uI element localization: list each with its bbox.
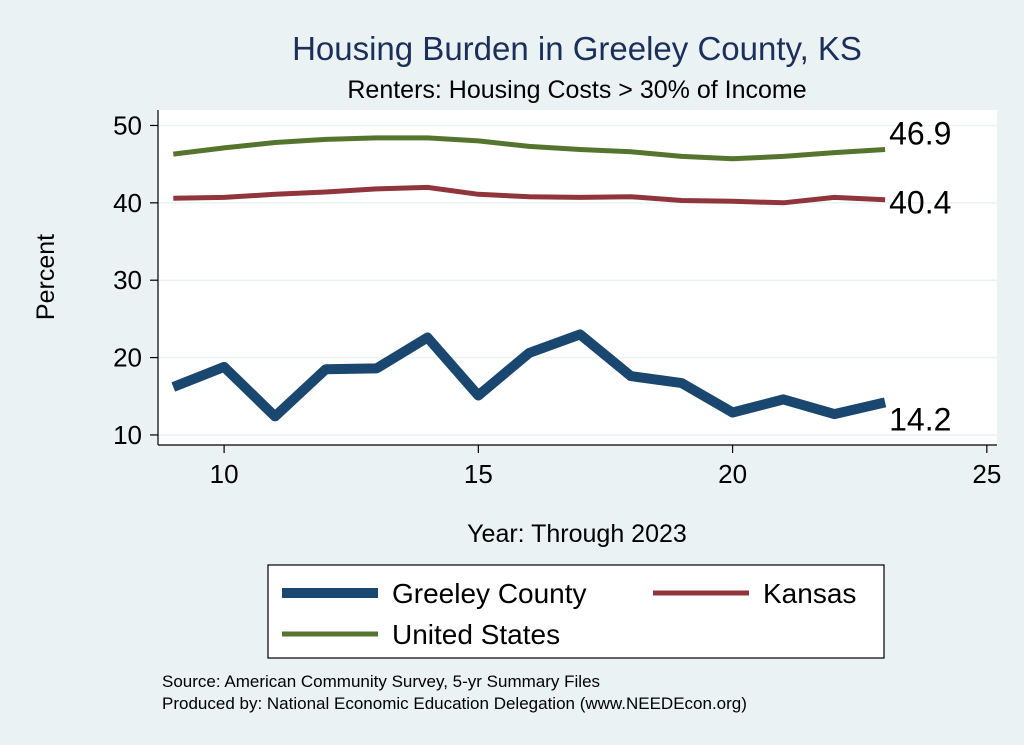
y-tick-label: 50: [113, 110, 142, 140]
end-value-label: 40.4: [889, 185, 951, 221]
produced-note: Produced by: National Economic Education…: [162, 694, 747, 713]
y-tick-label: 40: [113, 188, 142, 218]
end-labels: 14.2 40.4 46.9: [889, 115, 951, 437]
end-value-label: 14.2: [889, 401, 951, 437]
legend-label: Kansas: [763, 578, 856, 609]
source-note: Source: American Community Survey, 5-yr …: [162, 672, 600, 691]
y-tick-label: 20: [113, 343, 142, 373]
y-tick-label: 30: [113, 265, 142, 295]
x-tick-label: 20: [718, 459, 747, 489]
legend-label: Greeley County: [392, 578, 587, 609]
y-axis-title: Percent: [32, 234, 60, 320]
x-tick-label: 15: [464, 459, 493, 489]
legend: Greeley County Kansas United States: [267, 564, 885, 659]
x-tick-label: 10: [210, 459, 239, 489]
chart-title: Housing Burden in Greeley County, KS: [292, 30, 862, 67]
chart-subtitle: Renters: Housing Costs > 30% of Income: [347, 76, 806, 104]
x-tick-label: 25: [972, 459, 1001, 489]
legend-box: [267, 564, 885, 659]
legend-label: United States: [392, 619, 560, 650]
y-tick-label: 10: [113, 420, 142, 450]
axes: 10 20 30 40 50 10 15 20 25: [113, 110, 1001, 489]
x-axis-title: Year: Through 2023: [467, 520, 687, 548]
end-value-label: 46.9: [889, 115, 951, 151]
series-lines: [171, 135, 887, 422]
gridlines: [158, 124, 997, 436]
plot-area: [158, 110, 997, 445]
